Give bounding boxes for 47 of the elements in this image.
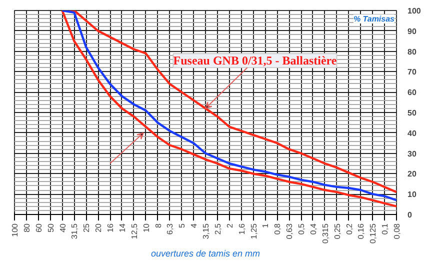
x-tick-label: 8 [154, 222, 163, 228]
x-tick-label: 5 [178, 222, 187, 228]
x-tick-label: 0,08 [392, 222, 402, 240]
y-tick-label: 20 [408, 170, 417, 179]
x-tick-label: 0,4 [308, 222, 318, 235]
x-tick-label: 0,125 [368, 222, 378, 244]
x-tick-label: 20 [94, 222, 104, 232]
x-tick-label: 14 [118, 222, 127, 232]
y-tick-label: 10 [408, 190, 417, 200]
x-tick-label: 2,5 [213, 222, 222, 235]
y-tick-label: 100 [408, 6, 422, 16]
x-tick-label: 0,8 [273, 222, 282, 235]
x-tick-label: 4 [190, 222, 199, 228]
y-tick-label: 70 [408, 68, 417, 77]
x-tick-label: 1,6 [237, 222, 246, 235]
x-tick-label: 1,25 [249, 222, 258, 240]
x-tick-label: 100 [10, 222, 20, 237]
x-tick-label: 80 [22, 222, 32, 232]
x-tick-label: 16 [106, 222, 115, 232]
y-tick-label: 50 [408, 108, 417, 118]
x-tick-label: 0,63 [285, 222, 294, 240]
x-tick-label: 40 [58, 222, 68, 232]
x-tick-label: 0,1 [380, 222, 390, 235]
x-tick-label: 50 [46, 222, 56, 232]
x-tick-label: 31,5 [70, 222, 80, 240]
y-tick-label: 60 [408, 88, 417, 98]
x-tick-label: 12,5 [130, 222, 139, 240]
x-tick-label: 0,16 [356, 222, 366, 240]
x-tick-label: 0,5 [297, 222, 306, 235]
x-tick-label: 1 [261, 222, 270, 228]
x-tick-label: 25 [82, 222, 92, 232]
y-tick-label: 40 [408, 128, 417, 138]
x-tick-label: 6,3 [166, 222, 175, 235]
x-tick-label: 2 [225, 222, 234, 228]
annotation: Fuseau GNB 0/31,5 - Ballastière [173, 54, 338, 68]
x-tick-label: 0,25 [332, 222, 342, 240]
x-tick-label: 3,15 [202, 222, 210, 240]
y-tick-label: 90 [408, 26, 417, 36]
x-tick-label: 0,315 [320, 222, 330, 244]
x-tick-label: 60 [34, 222, 44, 232]
x-tick-label: 0,2 [344, 222, 354, 235]
y-tick-label: 30 [408, 149, 417, 158]
x-axis-title: ouvertures de tamis en mm [150, 248, 261, 259]
y-axis-title: % Tamisas [353, 14, 396, 24]
x-tick-label: 10 [142, 222, 151, 232]
y-tick-label: 0 [408, 210, 412, 220]
y-tick-label: 80 [408, 47, 417, 56]
